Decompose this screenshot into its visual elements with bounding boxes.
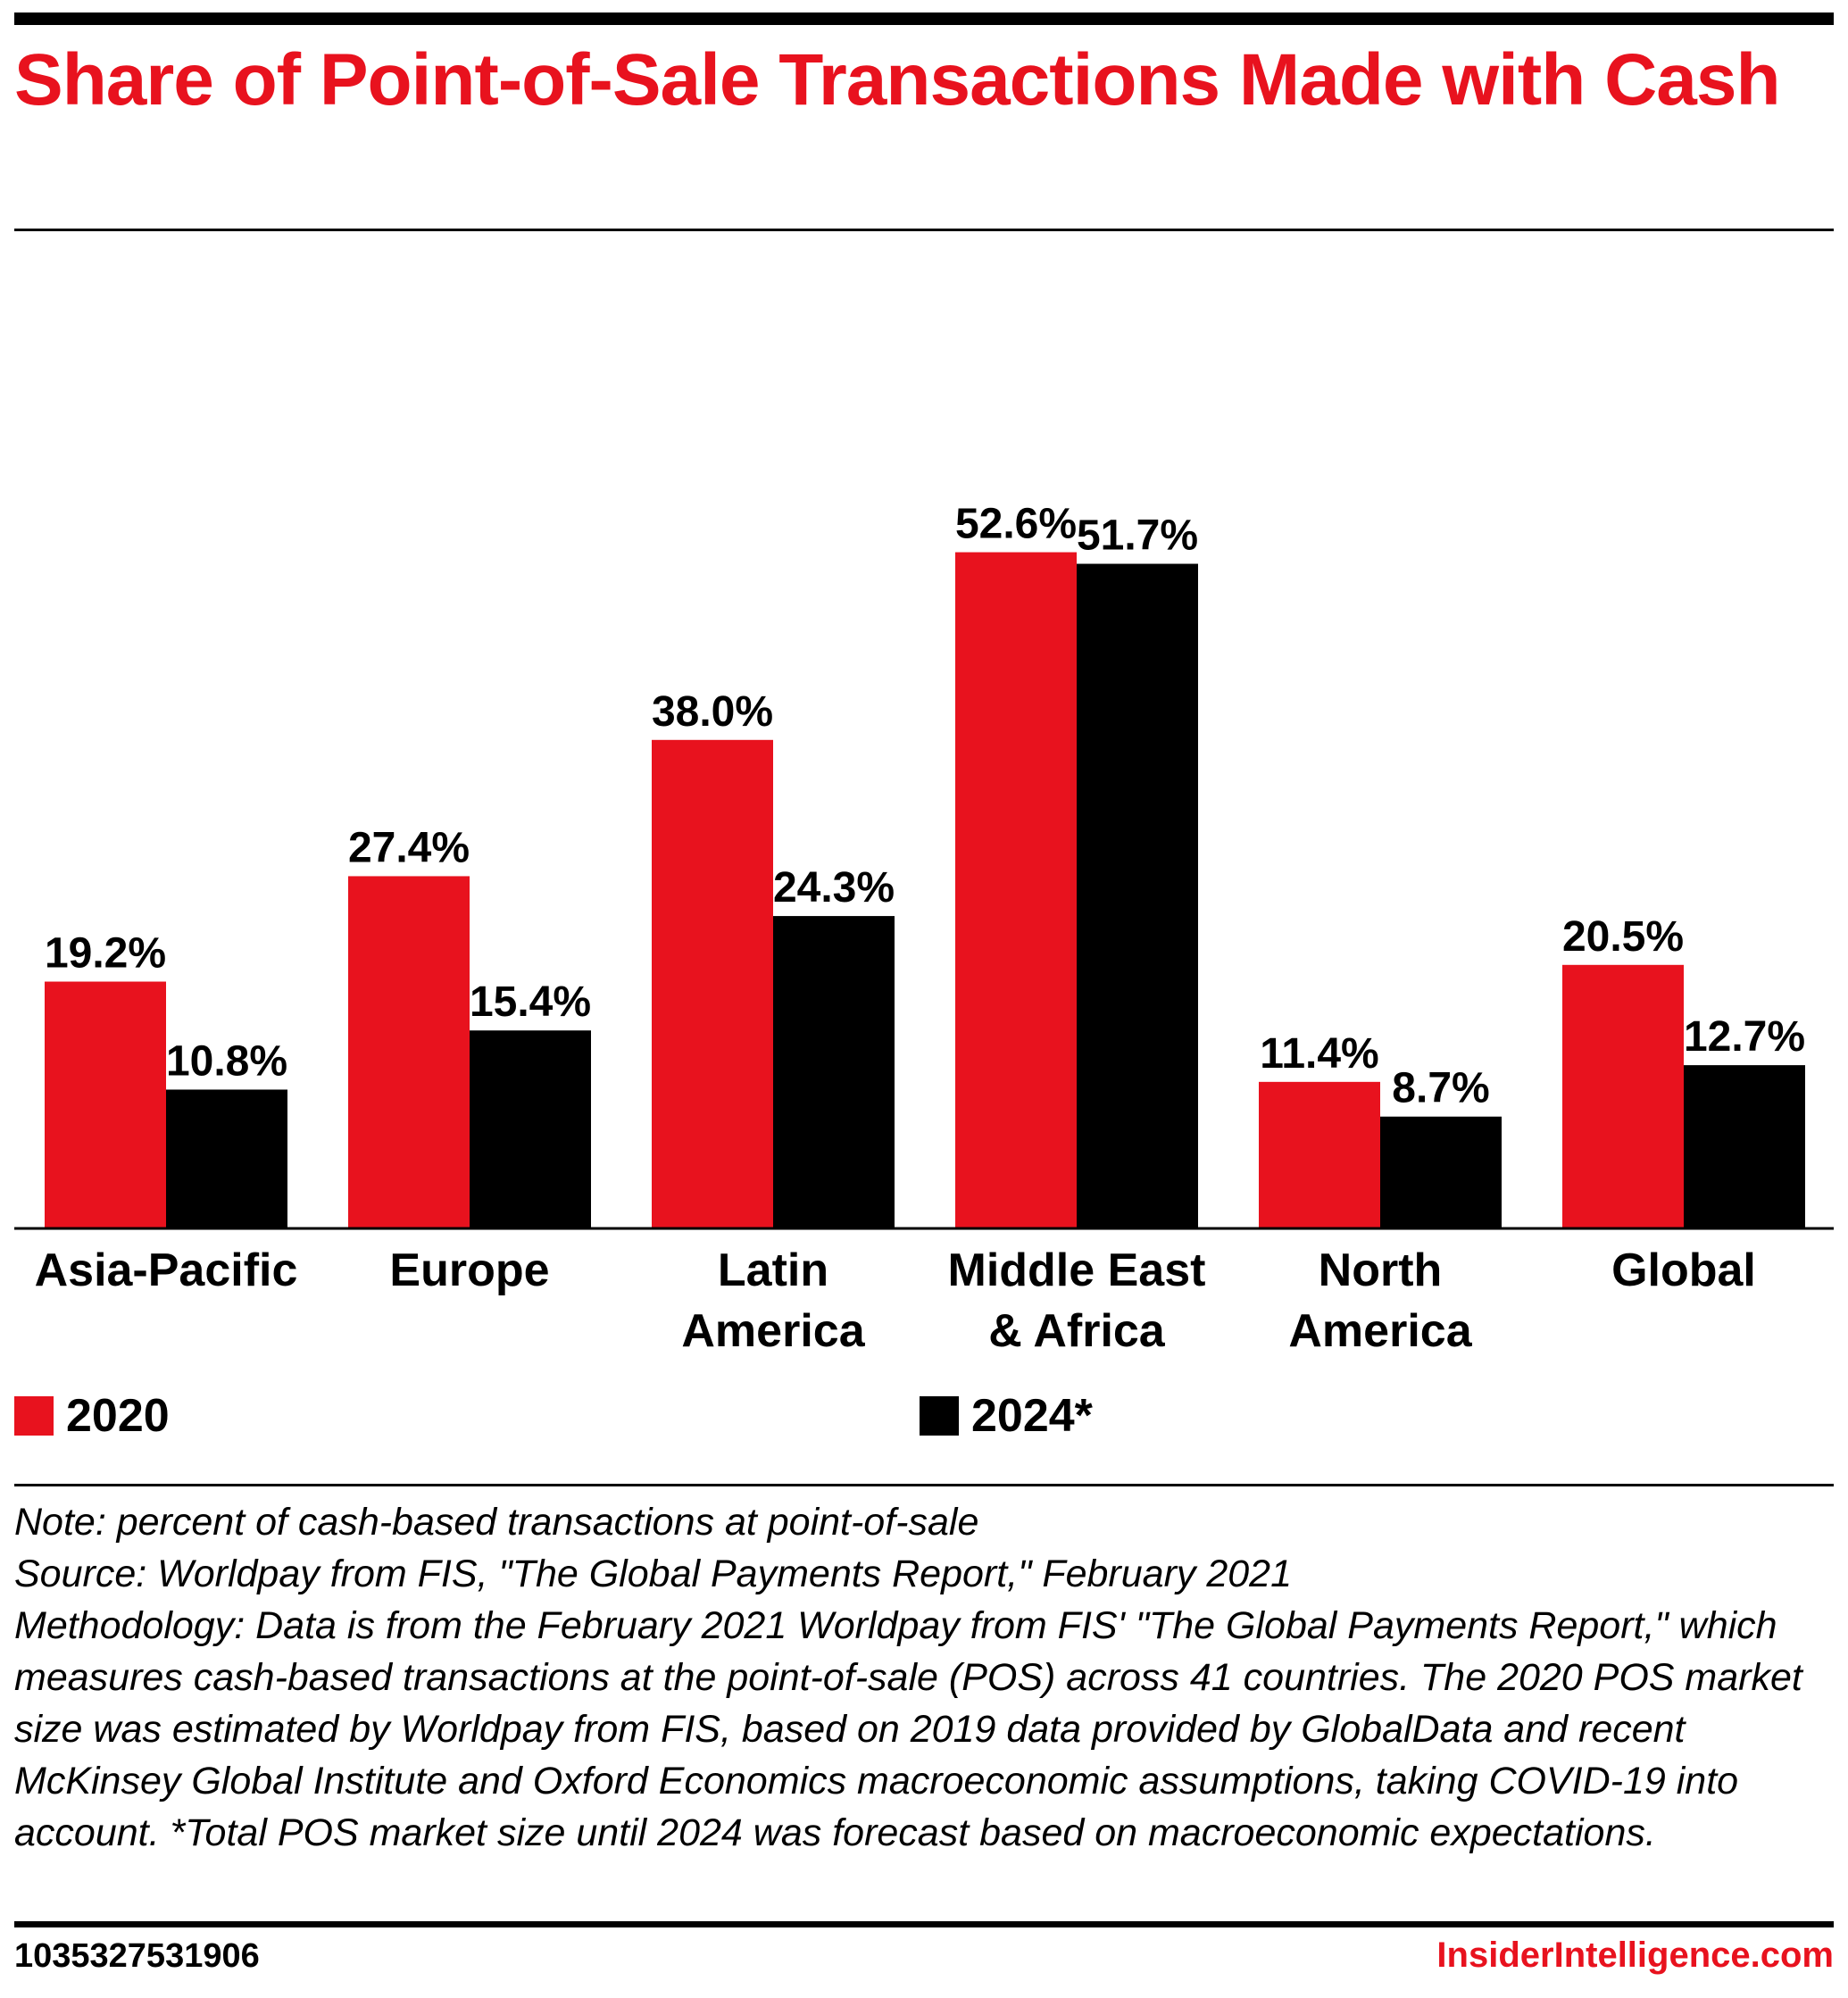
legend-item-2020: 2020 bbox=[14, 1389, 170, 1443]
bar-value-label: 19.2% bbox=[45, 930, 166, 978]
bar-value-label: 51.7% bbox=[1077, 512, 1198, 560]
bar-4-1 bbox=[1380, 1116, 1502, 1228]
top-rule bbox=[14, 12, 1834, 25]
legend-label-2024: 2024* bbox=[971, 1390, 1093, 1442]
bar-value-label: 38.0% bbox=[652, 688, 773, 736]
bar-4-0 bbox=[1259, 1081, 1380, 1228]
bars-layer bbox=[45, 552, 1805, 1228]
bar-value-label: 11.4% bbox=[1260, 1030, 1378, 1078]
source-text: Source: Worldpay from FIS, "The Global P… bbox=[14, 1553, 1293, 1595]
brand-link[interactable]: InsiderIntelligence.com bbox=[1436, 1936, 1834, 1975]
methodology-text: Methodology: Data is from the February 2… bbox=[14, 1604, 1802, 1854]
notes-block: Note: percent of cash-based transactions… bbox=[14, 1496, 1836, 1859]
bar-0-1 bbox=[166, 1089, 287, 1228]
legend-swatch-2020 bbox=[14, 1396, 54, 1436]
category-label: Asia-Pacific bbox=[35, 1245, 298, 1296]
bar-2-0 bbox=[652, 739, 773, 1228]
bar-value-label: 12.7% bbox=[1684, 1013, 1805, 1061]
notes-divider bbox=[14, 1484, 1834, 1486]
bar-value-label: 10.8% bbox=[166, 1037, 287, 1085]
bar-5-1 bbox=[1684, 1065, 1805, 1228]
legend-label-2020: 2020 bbox=[66, 1390, 170, 1442]
footer-rule bbox=[14, 1921, 1834, 1927]
category-label: Latin America bbox=[681, 1245, 865, 1357]
note-text: Note: percent of cash-based transactions… bbox=[14, 1501, 979, 1544]
category-label: Global bbox=[1611, 1245, 1756, 1296]
bar-value-label: 24.3% bbox=[773, 864, 895, 912]
bar-value-label: 27.4% bbox=[348, 824, 470, 871]
chart-title: Share of Point-of-Sale Transactions Made… bbox=[14, 39, 1781, 121]
bar-0-0 bbox=[45, 981, 166, 1228]
bar-5-0 bbox=[1562, 964, 1684, 1228]
chart-id: 1035327531906 bbox=[14, 1937, 260, 1975]
labels-layer: 19.2% 10.8% Asia-Pacific 27.4% 15.4% Europe 38… bbox=[35, 501, 1805, 1357]
bar-value-label: 15.4% bbox=[470, 978, 591, 1026]
bar-1-1 bbox=[470, 1030, 591, 1228]
bar-value-label: 20.5% bbox=[1562, 913, 1684, 961]
bar-3-1 bbox=[1077, 563, 1198, 1228]
category-label: Europe bbox=[389, 1245, 549, 1296]
category-label: North America bbox=[1288, 1245, 1472, 1357]
legend-item-2024: 2024* bbox=[920, 1389, 1093, 1443]
bar-value-label: 52.6% bbox=[955, 501, 1077, 548]
title-divider bbox=[14, 229, 1834, 231]
category-label: Middle East & Africa bbox=[948, 1245, 1206, 1357]
legend-swatch-2024 bbox=[920, 1396, 959, 1436]
bar-1-0 bbox=[348, 876, 470, 1228]
bar-chart: 19.2% 10.8% Asia-Pacific 27.4% 15.4% Europe 38… bbox=[14, 501, 1834, 1357]
bar-2-1 bbox=[773, 916, 895, 1228]
bar-value-label: 8.7% bbox=[1392, 1065, 1489, 1112]
bar-3-0 bbox=[955, 552, 1077, 1228]
